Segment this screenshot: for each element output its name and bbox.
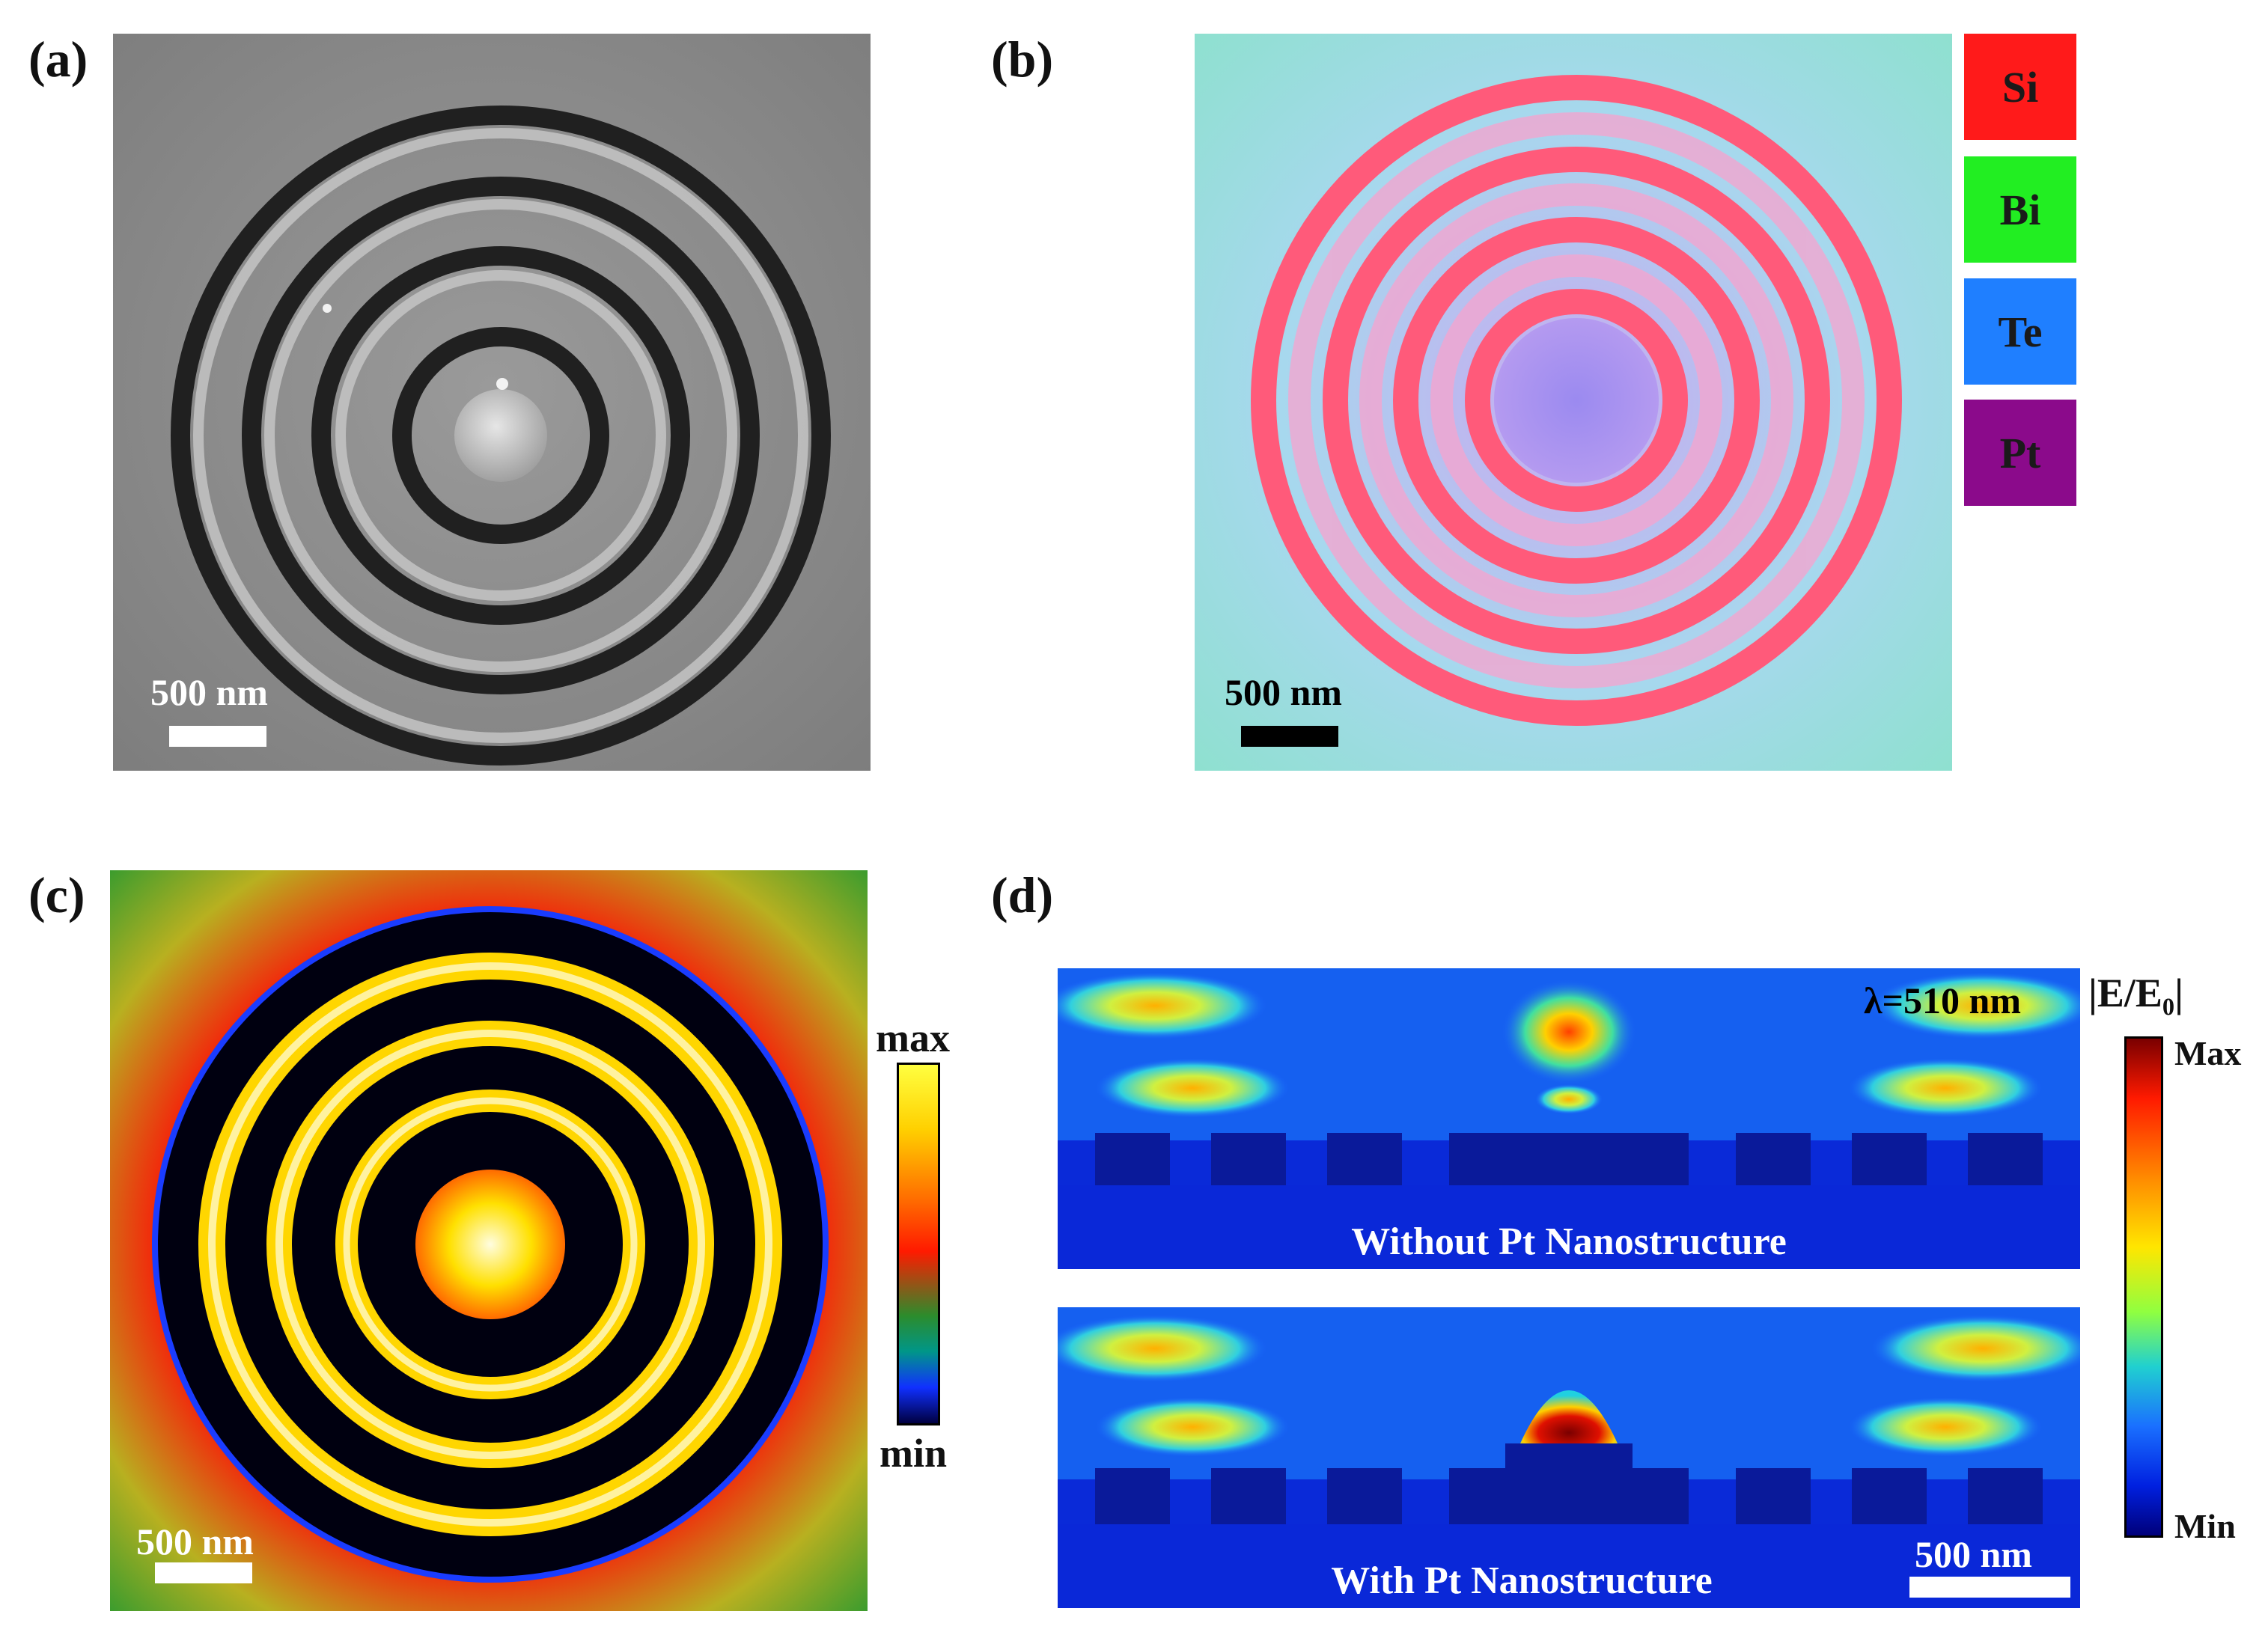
- scale-bar-c: [155, 1562, 252, 1583]
- panel-label-d: (d): [991, 867, 1054, 923]
- legend-label-te: Te: [1998, 307, 2043, 356]
- colorbar-title-d: |E/E₀|: [2088, 971, 2184, 1015]
- legend-swatch-pt: Pt: [1964, 400, 2076, 506]
- scale-bar-b: [1241, 726, 1338, 747]
- scale-label-a: 500 nm: [150, 671, 268, 713]
- colorbar-min-label-c: min: [880, 1431, 948, 1476]
- legend-swatch-bi: Bi: [1964, 156, 2076, 263]
- scale-bar-d: [1909, 1577, 2070, 1598]
- wavelength-label: λ=510 nm: [1864, 980, 2022, 1021]
- legend-label-si: Si: [2002, 62, 2039, 111]
- panel-label-c: (c): [28, 867, 85, 923]
- colorbar-min-label-d: Min: [2174, 1507, 2236, 1545]
- eds-map-image: 500 nm: [1195, 34, 1952, 771]
- field-map-with-pt: With Pt Nanostructure 500 nm: [1058, 1307, 2080, 1608]
- field-map-with-pt-graphic: [1058, 1307, 2080, 1608]
- caption-without-pt: Without Pt Nanostructure: [1351, 1220, 1787, 1263]
- intensity-map-image: 500 nm: [110, 870, 868, 1611]
- scale-label-c: 500 nm: [136, 1521, 254, 1562]
- legend-swatch-te: Te: [1964, 278, 2076, 385]
- panel-label-b: (b): [991, 31, 1054, 88]
- legend-swatch-si: Si: [1964, 34, 2076, 140]
- eds-map-graphic: [1195, 34, 1952, 771]
- colorbar-max-label-c: max: [876, 1015, 950, 1060]
- sem-image-graphic: [113, 34, 871, 771]
- colorbar-max-label-d: Max: [2174, 1034, 2242, 1072]
- colorbar-c: [897, 1063, 940, 1425]
- colorbar-d: [2124, 1036, 2163, 1538]
- intensity-map-graphic: [110, 870, 868, 1611]
- caption-with-pt: With Pt Nanostructure: [1331, 1559, 1713, 1602]
- field-map-without-pt-graphic: [1058, 968, 2080, 1269]
- panel-label-a: (a): [28, 31, 88, 88]
- scale-bar-a: [169, 726, 266, 747]
- field-map-without-pt: Without Pt Nanostructure λ=510 nm: [1058, 968, 2080, 1269]
- legend-label-bi: Bi: [1999, 185, 2041, 234]
- legend-label-pt: Pt: [1999, 428, 2041, 477]
- scale-label-b: 500 nm: [1225, 671, 1342, 713]
- sem-image: 500 nm: [113, 34, 871, 771]
- scale-label-d: 500 nm: [1915, 1533, 2032, 1575]
